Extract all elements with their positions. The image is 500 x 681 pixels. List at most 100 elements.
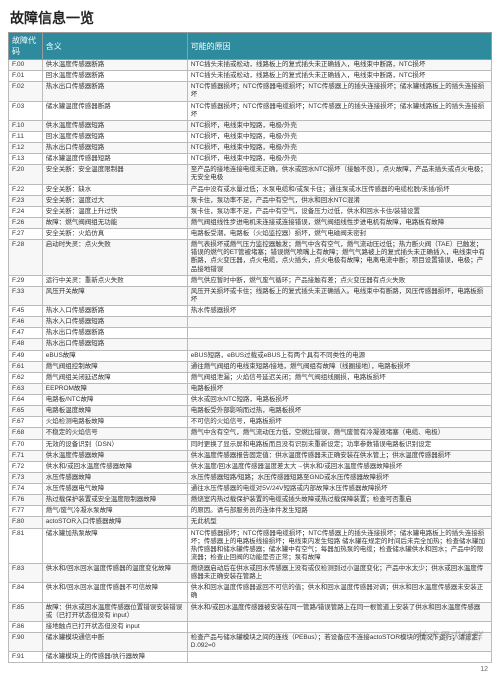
table-row: F.81储水罐加热泵故障NTC传感器损坏；NTC传感器电缆损坏；NTC传感器上的…	[9, 528, 492, 564]
table-row: F.84供水和/回水回水温度传感器不可信故障供水和回水温度传感器返回不可信的值；…	[9, 583, 492, 602]
fault-meaning: 电路板温度故障	[42, 406, 187, 417]
fault-cause	[187, 317, 491, 328]
fault-meaning: 供水和/或回水温度传感器故障	[42, 461, 187, 472]
fault-code: F.45	[9, 306, 43, 317]
fault-code: F.90	[9, 632, 43, 651]
table-row: F.73水压传感器故障水压传感器短路/短路；水压传感器短路至GND或水压传感器故…	[9, 472, 492, 483]
fault-meaning: 储水罐模块通信中断	[42, 632, 187, 651]
fault-cause: 燃气阀组泄漏；火焰信号延迟关闭；燃气气阀组线圈损，电路板损坏	[187, 372, 491, 383]
fault-meaning: 供水和/回水回水温度传感器不可信故障	[42, 583, 187, 602]
fault-cause: 泵卡住，泵功率不足，产品中有空气，设备压力过低，供水和回水卡住/装错设置	[187, 206, 491, 217]
fault-meaning: 燃气阀组控制故障	[42, 361, 187, 372]
table-row: F.02热水出口传感器断路NTC传感器损坏；NTC传感器电缆损坏；NTC传感器上…	[9, 82, 492, 101]
fault-code: F.01	[9, 71, 43, 82]
fault-code: F.28	[9, 240, 43, 276]
fault-cause: 水压传感器短路/短路；水压传感器短路至GND或水压传感器故障损坏	[187, 472, 491, 483]
fault-code: F.27	[9, 229, 43, 240]
fault-meaning: 风压开关故障	[42, 286, 187, 305]
fault-cause: 电路板受外部影响而过热，电路板损坏	[187, 406, 491, 417]
fault-meaning: 供水和/回水回水温度传感器的温度变化故障	[42, 564, 187, 583]
fault-meaning: 热水出口传感器断路	[42, 82, 187, 101]
fault-cause: 产品中没有或水量过低；水泵电缆和/或泵卡住；通往泵或水压传感器的电缆松脱/未插/…	[187, 184, 491, 195]
table-row: F.29运行中关灵：重新点火失败燃气供应暂时中断，燃气废气循环；产品接触有差；点…	[9, 275, 492, 286]
fault-meaning: 供水温度传感器断路	[42, 60, 187, 71]
fault-meaning: 安全关断：温度上升过快	[42, 206, 187, 217]
fault-code: F.85	[9, 602, 43, 621]
fault-meaning: 回水温度传感器断路	[42, 71, 187, 82]
table-row: F.68不稳定的火焰信号燃气中含有空气，燃气流动压力低，空燃比错误，燃气废管有冷…	[9, 428, 492, 439]
table-row: F.01回水温度传感器断路NTC插头未插或松动，线路板上的复式插头未正确插入，电…	[9, 71, 492, 82]
fault-meaning: 燃气/废气冷凝水泵故障	[42, 506, 187, 517]
table-row: F.22安全关断：缺水产品中没有或水量过低；水泵电缆和/或泵卡住；通往泵或水压传…	[9, 184, 492, 195]
fault-meaning: 启动时失灵：点火失败	[42, 240, 187, 276]
table-header-row: 故障代码含义可能的原因	[9, 33, 492, 60]
fault-meaning: 热水出口传感器短路	[42, 339, 187, 350]
table-row: F.76热过载保护装置或安全温度限制器故障燃烧室内热过载保护装置的电缆或插头故障…	[9, 495, 492, 506]
table-row: F.28启动时失灵：点火失败燃气表损坏或燃气压力监控器触发；燃气中含有空气，燃气…	[9, 240, 492, 276]
table-row: F.62燃气阀组关闭延迟故障燃气阀组泄漏；火焰信号延迟关闭；燃气气阀组线圈损，电…	[9, 372, 492, 383]
fault-table: 故障代码含义可能的原因 F.00供水温度传感器断路NTC插头未插或松动，线路板上…	[8, 32, 492, 663]
fault-meaning: 储水罐温度传感器断路	[42, 101, 187, 120]
fault-code: F.10	[9, 120, 43, 131]
fault-cause: 燃气阀组线性步进电机未连接或连接错误，燃气阀组线性步进电机有故障，电路板有故障	[187, 217, 491, 228]
fault-cause: eBUS短路，eBUS过载或eBUS上有两个具有不同类性的电源	[187, 350, 491, 361]
fault-code: F.81	[9, 528, 43, 564]
fault-cause: 泵卡住，泵功率不足，产品中有空气，供水和回水NTC混淆	[187, 195, 491, 206]
fault-code: F.77	[9, 506, 43, 517]
fault-meaning: 安全关断：温度过大	[42, 195, 187, 206]
fault-cause: 同时更换了显示屏和电路板而且没有识别未重新设定；功率参数错误电路板识别设定	[187, 439, 491, 450]
fault-cause: 通往燃气阀组的电线束短路/接地，燃气阀组有故障（线圈接地），电路板损坏	[187, 361, 491, 372]
table-row: F.26故障：燃气阀阀组无功能燃气阀组线性步进电机未连接或连接错误，燃气阀组线性…	[9, 217, 492, 228]
table-row: F.77燃气/废气冷凝水泵故障的原因。请与部服务员的连体件发生短路	[9, 506, 492, 517]
fault-meaning: 回水温度传感器短路	[42, 131, 187, 142]
fault-code: F.74	[9, 484, 43, 495]
fault-meaning: 热过载保护装置或安全温度限制器故障	[42, 495, 187, 506]
watermark: 技术男求精群	[416, 628, 482, 644]
fault-code: F.73	[9, 472, 43, 483]
fault-meaning: 热水出口传感器断路	[42, 328, 187, 339]
fault-meaning: eBUS故障	[42, 350, 187, 361]
fault-code: F.24	[9, 206, 43, 217]
fault-cause: 供水温度传感器报告固定值：供水温度传感器未正确安装在供水管上；供水温度传感器损坏	[187, 450, 491, 461]
table-row: F.49eBUS故障eBUS短路，eBUS过载或eBUS上有两个具有不同类性的电…	[9, 350, 492, 361]
fault-meaning: 不稳定的火焰信号	[42, 428, 187, 439]
fault-meaning: 安全关断：安全温度限制器	[42, 165, 187, 184]
col-header-1: 含义	[42, 33, 187, 60]
fault-code: F.64	[9, 395, 43, 406]
fault-code: F.65	[9, 406, 43, 417]
fault-code: F.63	[9, 383, 43, 394]
table-row: F.80actoSTOR入口传感器故障无此机型	[9, 517, 492, 528]
fault-cause: 至产品的接地连接电缆未正确，供水或回水NTC损坏（接触不良），点火故障，产品未插…	[187, 165, 491, 184]
fault-code: F.91	[9, 652, 43, 663]
table-row: F.47热水出口传感器断路	[9, 328, 492, 339]
table-row: F.65电路板温度故障电路板受外部影响而过热，电路板损坏	[9, 406, 492, 417]
fault-cause: 供水和回水温度传感器返回不可信的值；供水和回水温度传感器对调；供水和回水温度传感…	[187, 583, 491, 602]
table-row: F.24安全关断：温度上升过快泵卡住，泵功率不足，产品中有空气，设备压力过低，供…	[9, 206, 492, 217]
fault-cause	[187, 339, 491, 350]
fault-cause	[187, 652, 491, 663]
table-row: F.45热水入口传感器断路热水传感器损坏	[9, 306, 492, 317]
fault-cause: 不可信的火焰信号，电路板损坏	[187, 417, 491, 428]
fault-meaning: 热水入口传感器断路	[42, 306, 187, 317]
fault-meaning: 热水出口传感器短路	[42, 143, 187, 154]
fault-cause: 燃气供应暂时中断，燃气废气循环；产品接触有差；点火变压器有点火失败	[187, 275, 491, 286]
fault-code: F.29	[9, 275, 43, 286]
fault-code: F.11	[9, 131, 43, 142]
fault-code: F.13	[9, 154, 43, 165]
table-row: F.61燃气阀组控制故障通往燃气阀组的电线束短路/接地，燃气阀组有故障（线圈接地…	[9, 361, 492, 372]
fault-meaning: 储水罐温度传感器短路	[42, 154, 187, 165]
table-row: F.83供水和/回水回水温度传感器的温度变化故障燃烧器启动后在供水或回水传感器上…	[9, 564, 492, 583]
col-header-0: 故障代码	[9, 33, 43, 60]
fault-cause: 电路板受潮，电路板（火焰监控器）损坏，燃气电磁阀未密封	[187, 229, 491, 240]
table-row: F.64电路板/NTC故障供水或回水NTC短路，电路板损坏	[9, 395, 492, 406]
fault-meaning: 供水温度传感器故障	[42, 450, 187, 461]
fault-code: F.20	[9, 165, 43, 184]
table-row: F.85故障：供水或回水温度传感器位置错误安装错误或（已打开状态但没有 inpu…	[9, 602, 492, 621]
table-row: F.20安全关断：安全温度限制器至产品的接地连接电缆未正确，供水或回水NTC损坏…	[9, 165, 492, 184]
fault-code: F.46	[9, 317, 43, 328]
fault-meaning: 电路板/NTC故障	[42, 395, 187, 406]
fault-cause: NTC损坏，电线束中短路，电极/外壳	[187, 131, 491, 142]
fault-meaning: 安全关断：缺水	[42, 184, 187, 195]
fault-meaning: 接地触点已打开状态但没有 input	[42, 621, 187, 632]
col-header-2: 可能的原因	[187, 33, 491, 60]
